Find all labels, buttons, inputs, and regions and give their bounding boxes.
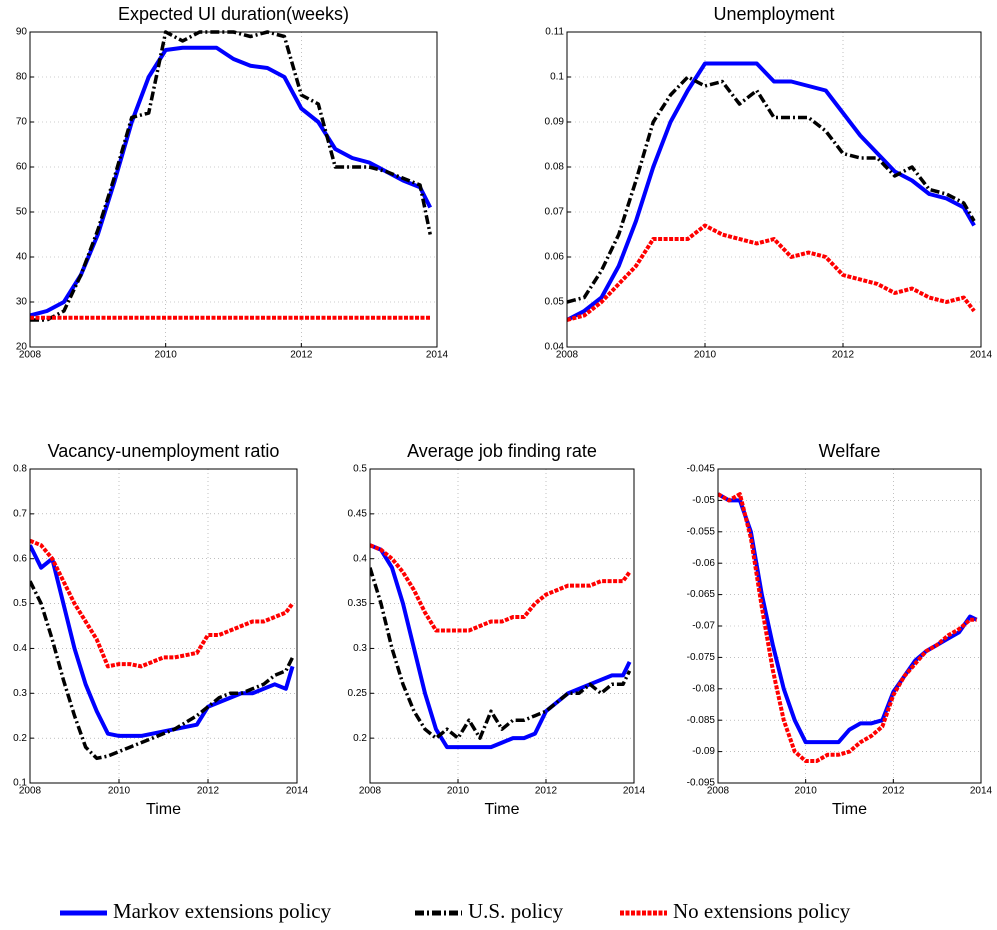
x-tick-label: 2012 (832, 350, 855, 361)
y-tick-label: -0.085 (687, 715, 716, 726)
series-line (718, 492, 977, 764)
x-tick-label: 2014 (426, 350, 449, 361)
plot-area (567, 32, 981, 347)
y-tick-label: 0.06 (545, 252, 565, 263)
x-tick-label: 2014 (970, 786, 993, 797)
y-tick-label: -0.06 (692, 558, 715, 569)
x-tick-label: 2008 (707, 786, 730, 797)
chart-title: Average job finding rate (407, 441, 597, 461)
plot-area (30, 32, 437, 347)
y-tick-label: 50 (16, 207, 28, 218)
y-tick-label: -0.065 (687, 589, 716, 600)
y-tick-label: -0.08 (692, 683, 715, 694)
y-tick-label: -0.095 (687, 778, 716, 789)
legend: Markov extensions policy U.S. policy No ex… (60, 899, 851, 923)
y-tick-label: 0.3 (13, 688, 27, 699)
subplot: 20 30 40 50 60 70 80 90 2008 2010 2012 2014 Expected… (16, 4, 449, 361)
subplot: 0.1 0.2 0.3 0.4 0.5 0.6 0.7 0.8 2008 2010 2012 2014… (13, 441, 308, 818)
y-tick-label: -0.075 (687, 652, 716, 663)
y-tick-label: 0.4 (353, 553, 367, 564)
y-tick-label: 0.45 (348, 508, 368, 519)
x-tick-label: 2012 (882, 786, 905, 797)
x-tick-label: 2008 (556, 350, 579, 361)
x-tick-label: 2014 (286, 786, 309, 797)
chart-title: Welfare (819, 441, 881, 461)
x-tick-label: 2012 (197, 786, 220, 797)
y-tick-label: 0.05 (545, 297, 565, 308)
x-tick-label: 2010 (447, 786, 470, 797)
y-tick-label: 0.08 (545, 162, 565, 173)
x-tick-label: 2012 (535, 786, 558, 797)
x-axis-label: Time (485, 801, 520, 818)
y-tick-label: 0.04 (545, 342, 565, 353)
y-tick-label: 0.09 (545, 117, 565, 128)
y-tick-label: 0.2 (13, 733, 27, 744)
x-tick-label: 2008 (19, 350, 42, 361)
x-tick-label: 2008 (19, 786, 42, 797)
axes-frame (717, 468, 982, 784)
y-tick-label: -0.09 (692, 746, 715, 757)
y-tick-label: 0.7 (13, 508, 27, 519)
plot-area (718, 469, 981, 783)
series-line (567, 61, 976, 322)
subplot: 0.2 0.25 0.3 0.35 0.4 0.45 0.5 2008 2010 2012 2014… (348, 441, 646, 818)
y-tick-label: 0.6 (13, 553, 27, 564)
y-tick-label: -0.045 (687, 464, 716, 475)
y-tick-label: 0.4 (13, 643, 27, 654)
x-tick-label: 2010 (795, 786, 818, 797)
series-line (30, 544, 295, 738)
y-tick-label: 80 (16, 72, 28, 83)
y-tick-label: 0.5 (353, 464, 367, 475)
y-tick-label: 70 (16, 117, 28, 128)
y-tick-label: 0.2 (353, 733, 367, 744)
y-tick-label: 0.1 (13, 778, 27, 789)
y-tick-label: 0.5 (13, 598, 27, 609)
legend-label: U.S. policy (468, 899, 564, 923)
y-tick-label: 40 (16, 252, 28, 263)
chart-title: Expected UI duration(weeks) (118, 4, 349, 24)
series-line (370, 567, 632, 740)
y-tick-label: -0.05 (692, 495, 715, 506)
x-tick-label: 2010 (108, 786, 131, 797)
subplot: 0.04 0.05 0.06 0.07 0.08 0.09 0.1 0.11 2008 2010 2… (545, 4, 993, 361)
x-tick-label: 2010 (155, 350, 178, 361)
x-tick-label: 2010 (694, 350, 717, 361)
x-tick-label: 2014 (970, 350, 993, 361)
x-tick-label: 2012 (290, 350, 313, 361)
y-tick-label: 0.1 (550, 72, 564, 83)
subplot: -0.095 -0.09 -0.085 -0.08 -0.075 -0.07 -0.065 -… (687, 441, 993, 818)
axes-frame (29, 31, 438, 348)
y-tick-label: 0.3 (353, 643, 367, 654)
chart-title: Unemployment (713, 4, 834, 24)
series-line (30, 580, 295, 761)
series-line (370, 543, 632, 633)
y-tick-label: 0.11 (545, 27, 564, 38)
axes-frame (566, 31, 982, 348)
x-axis-label: Time (832, 801, 867, 818)
y-tick-label: 90 (16, 27, 28, 38)
legend-label: No extensions policy (673, 899, 851, 923)
axes-frame (29, 468, 298, 784)
x-tick-label: 2008 (359, 786, 382, 797)
y-tick-label: 30 (16, 297, 28, 308)
y-tick-label: 0.35 (348, 598, 368, 609)
series-line (30, 538, 295, 669)
y-tick-label: -0.055 (687, 526, 716, 537)
series-line (567, 75, 976, 304)
chart-title: Vacancy-unemployment ratio (48, 441, 280, 461)
y-tick-label: 20 (16, 342, 28, 353)
x-axis-label: Time (146, 801, 181, 818)
legend-label: Markov extensions policy (113, 899, 332, 923)
y-tick-label: 0.8 (13, 464, 27, 475)
y-tick-label: 60 (16, 162, 28, 173)
axes-frame (369, 468, 635, 784)
x-tick-label: 2014 (623, 786, 646, 797)
y-tick-label: 0.07 (545, 207, 565, 218)
y-tick-label: -0.07 (692, 621, 715, 632)
series-line (567, 223, 976, 322)
y-tick-label: 0.25 (348, 688, 368, 699)
